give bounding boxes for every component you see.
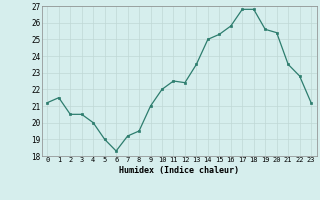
X-axis label: Humidex (Indice chaleur): Humidex (Indice chaleur): [119, 166, 239, 175]
